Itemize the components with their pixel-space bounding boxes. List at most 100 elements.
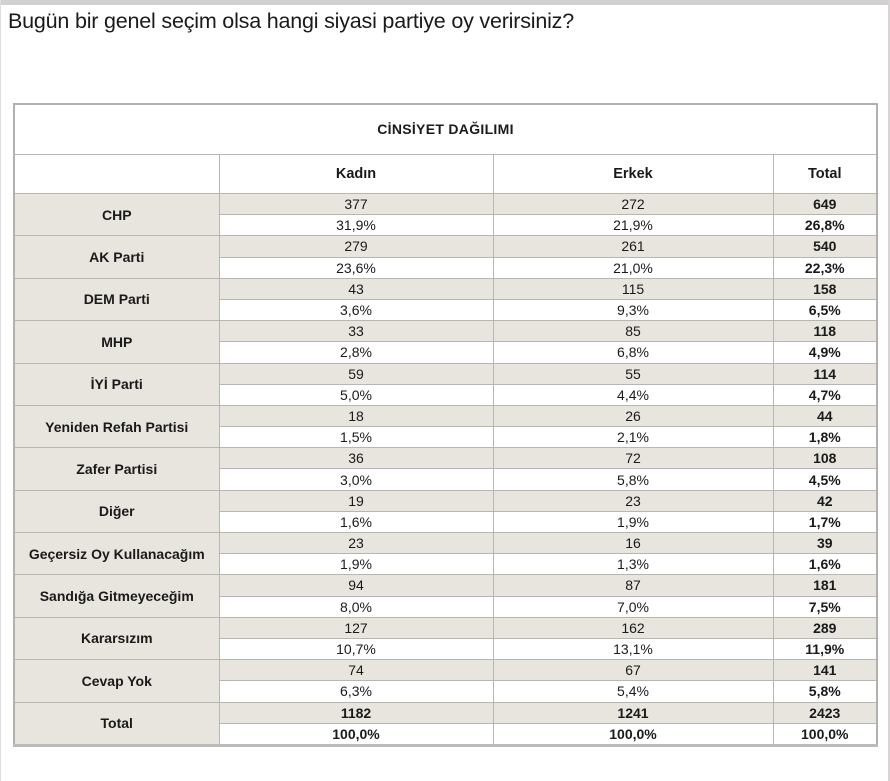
- count-cell: 23: [492, 489, 774, 512]
- count-cell: 289: [772, 616, 878, 639]
- percent-cell: 100,0%: [772, 722, 878, 746]
- percent-cell: 26,8%: [772, 214, 878, 237]
- table-row-counts: Total 1182 1241 2423: [13, 701, 878, 746]
- count-cell: 261: [492, 235, 774, 258]
- table-row-percents: 31,9% 21,9% 26,8%: [14, 214, 878, 237]
- table-row-counts: Kararsızım 127 162 289: [13, 616, 878, 661]
- count-cell: 377: [218, 192, 494, 216]
- count-cell: 127: [218, 616, 494, 639]
- table-row-counts: DEM Parti 43 115 158: [13, 277, 878, 322]
- row-label-cell: İYİ Parti: [13, 362, 220, 406]
- count-cell: 19: [218, 489, 494, 512]
- row-label-cell: Zafer Partisi: [13, 447, 220, 491]
- window-right-edge: [888, 0, 890, 781]
- table-row-percents: 23,6% 21,0% 22,3%: [14, 256, 878, 279]
- count-cell: 39: [772, 531, 878, 555]
- table-row-percents: 100,0% 100,0% 100,0%: [14, 722, 878, 746]
- gender-crosstab-table: CİNSİYET DAĞILIMI Kadın Erkek Total CHP 3…: [13, 103, 878, 747]
- percent-cell: 6,8%: [492, 341, 774, 364]
- row-label-cell: Geçersiz Oy Kullanacağım: [13, 531, 220, 576]
- count-cell: 272: [492, 192, 774, 216]
- column-header-kadin: Kadın: [218, 153, 494, 194]
- count-cell: 158: [772, 277, 878, 300]
- count-cell: 74: [218, 659, 494, 682]
- row-label-cell: CHP: [13, 192, 220, 237]
- count-cell: 87: [492, 574, 774, 597]
- table-title: CİNSİYET DAĞILIMI: [13, 103, 878, 155]
- count-cell: 279: [218, 235, 494, 258]
- row-label-cell: AK Parti: [13, 235, 220, 279]
- percent-cell: 3,0%: [218, 468, 494, 491]
- percent-cell: 1,9%: [492, 510, 774, 534]
- count-cell: 2423: [772, 701, 878, 724]
- table-row-counts: Yeniden Refah Partisi 18 26 44: [13, 404, 878, 449]
- percent-cell: 100,0%: [218, 722, 494, 746]
- percent-cell: 5,8%: [492, 468, 774, 491]
- row-label-cell: Cevap Yok: [13, 659, 220, 703]
- percent-cell: 31,9%: [218, 214, 494, 237]
- count-cell: 649: [772, 192, 878, 216]
- percent-cell: 4,9%: [772, 341, 878, 364]
- percent-cell: 11,9%: [772, 637, 878, 661]
- count-cell: 43: [218, 277, 494, 300]
- count-cell: 94: [218, 574, 494, 597]
- percent-cell: 5,0%: [218, 383, 494, 406]
- table-row-counts: AK Parti 279 261 540: [13, 235, 878, 279]
- count-cell: 16: [492, 531, 774, 555]
- percent-cell: 6,3%: [218, 680, 494, 703]
- count-cell: 42: [772, 489, 878, 512]
- count-cell: 115: [492, 277, 774, 300]
- percent-cell: 2,1%: [492, 426, 774, 449]
- percent-cell: 1,5%: [218, 426, 494, 449]
- table-row-counts: MHP 33 85 118: [13, 320, 878, 364]
- row-label-cell: Yeniden Refah Partisi: [13, 404, 220, 449]
- column-header-erkek: Erkek: [492, 153, 774, 194]
- percent-cell: 2,8%: [218, 341, 494, 364]
- table-row-counts: Diğer 19 23 42: [13, 489, 878, 534]
- percent-cell: 1,6%: [218, 510, 494, 534]
- count-cell: 33: [218, 320, 494, 343]
- percent-cell: 8,0%: [218, 595, 494, 618]
- column-header-total: Total: [772, 153, 878, 194]
- percent-cell: 4,5%: [772, 468, 878, 491]
- count-cell: 108: [772, 447, 878, 470]
- count-cell: 181: [772, 574, 878, 597]
- row-label-cell: Kararsızım: [13, 616, 220, 661]
- count-cell: 85: [492, 320, 774, 343]
- survey-question-title: Bugün bir genel seçim olsa hangi siyasi …: [8, 9, 574, 33]
- percent-cell: 4,4%: [492, 383, 774, 406]
- percent-cell: 7,5%: [772, 595, 878, 618]
- percent-cell: 100,0%: [492, 722, 774, 746]
- percent-cell: 1,7%: [772, 510, 878, 534]
- percent-cell: 21,0%: [492, 256, 774, 279]
- crosstab-body: CİNSİYET DAĞILIMI Kadın Erkek Total CHP 3…: [13, 103, 878, 746]
- percent-cell: 1,6%: [772, 553, 878, 576]
- percent-cell: 4,7%: [772, 383, 878, 406]
- row-label-cell: DEM Parti: [13, 277, 220, 322]
- count-cell: 23: [218, 531, 494, 555]
- count-cell: 1241: [492, 701, 774, 724]
- percent-cell: 1,8%: [772, 426, 878, 449]
- corner-header-cell: [13, 153, 220, 194]
- table-row-percents: 10,7% 13,1% 11,9%: [14, 637, 878, 661]
- percent-cell: 1,9%: [218, 553, 494, 576]
- table-row-percents: 8,0% 7,0% 7,5%: [14, 595, 878, 618]
- percent-cell: 5,8%: [772, 680, 878, 703]
- column-header-row: Kadın Erkek Total: [13, 153, 878, 194]
- percent-cell: 5,4%: [492, 680, 774, 703]
- percent-cell: 23,6%: [218, 256, 494, 279]
- table-row-counts: Cevap Yok 74 67 141: [13, 659, 878, 703]
- count-cell: 162: [492, 616, 774, 639]
- table-title-row: CİNSİYET DAĞILIMI: [13, 103, 878, 155]
- percent-cell: 1,3%: [492, 553, 774, 576]
- percent-cell: 22,3%: [772, 256, 878, 279]
- table-row-percents: 1,5% 2,1% 1,8%: [14, 426, 878, 449]
- count-cell: 1182: [218, 701, 494, 724]
- count-cell: 55: [492, 362, 774, 385]
- percent-cell: 6,5%: [772, 298, 878, 322]
- table-row-percents: 2,8% 6,8% 4,9%: [14, 341, 878, 364]
- table-row-counts: Zafer Partisi 36 72 108: [13, 447, 878, 491]
- table-row-percents: 5,0% 4,4% 4,7%: [14, 383, 878, 406]
- count-cell: 114: [772, 362, 878, 385]
- count-cell: 67: [492, 659, 774, 682]
